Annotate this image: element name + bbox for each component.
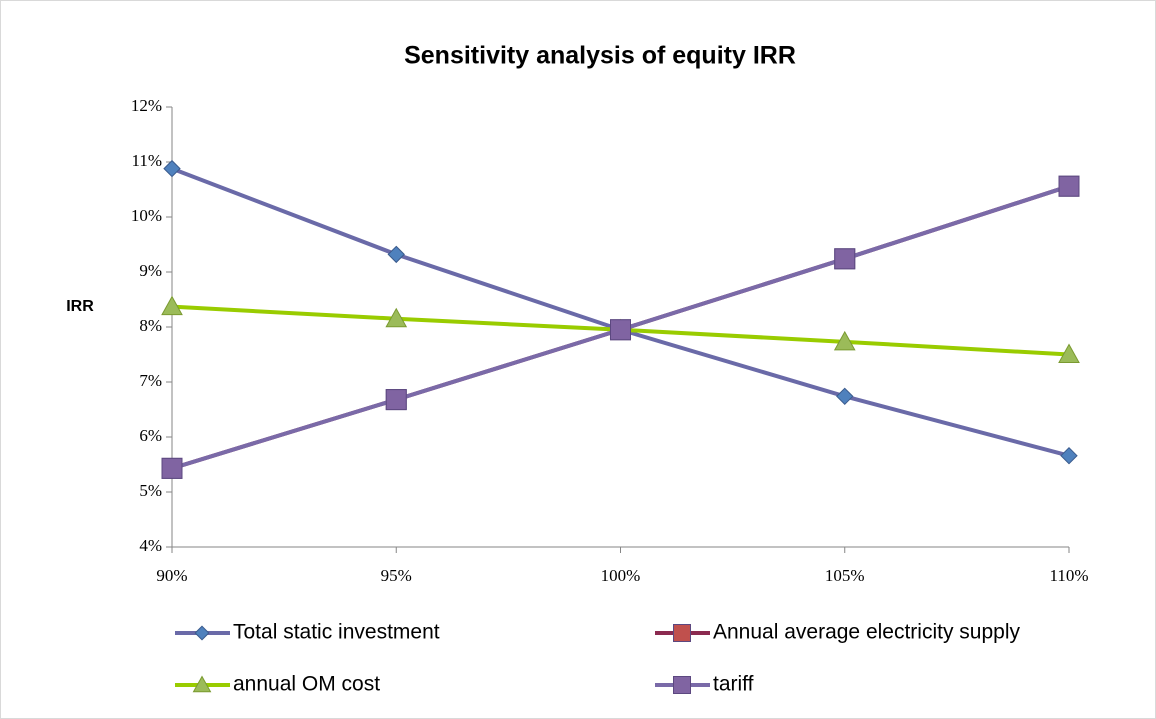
marker (673, 676, 691, 694)
marker (161, 457, 183, 479)
marker (1060, 446, 1078, 465)
x-tick-label: 90% (156, 566, 187, 585)
marker (610, 319, 631, 341)
y-tick-label: 5% (139, 481, 162, 500)
marker (673, 624, 691, 642)
chart-title: Sensitivity analysis of equity IRR (404, 42, 796, 70)
marker (161, 295, 183, 316)
legend-label: annual OM cost (233, 673, 380, 696)
y-tick-label: 6% (139, 426, 162, 445)
marker (836, 387, 854, 406)
y-tick-label: 12% (131, 96, 162, 115)
x-tick-label: 110% (1049, 566, 1088, 585)
y-tick-label: 10% (131, 206, 162, 225)
marker (194, 625, 210, 641)
x-tick-label: 95% (381, 566, 412, 585)
marker (1058, 343, 1080, 363)
y-tick-label: 8% (139, 316, 162, 335)
marker (192, 675, 212, 693)
legend-label: tariff (713, 673, 754, 696)
x-tick-label: 100% (601, 566, 641, 585)
marker (834, 248, 856, 270)
y-tick-label: 4% (139, 536, 162, 555)
legend-label: Total static investment (233, 621, 440, 644)
marker (385, 389, 407, 411)
marker (833, 330, 856, 351)
x-tick-label: 105% (825, 566, 865, 585)
marker (387, 245, 405, 264)
marker (163, 159, 181, 178)
legend-label: Annual average electricity supply (713, 621, 1021, 644)
y-tick-label: 7% (139, 371, 162, 390)
marker (1058, 175, 1080, 197)
y-tick-label: 9% (139, 261, 162, 280)
marker (385, 307, 408, 328)
y-tick-label: 11% (131, 151, 162, 170)
y-axis-label: IRR (66, 298, 94, 315)
